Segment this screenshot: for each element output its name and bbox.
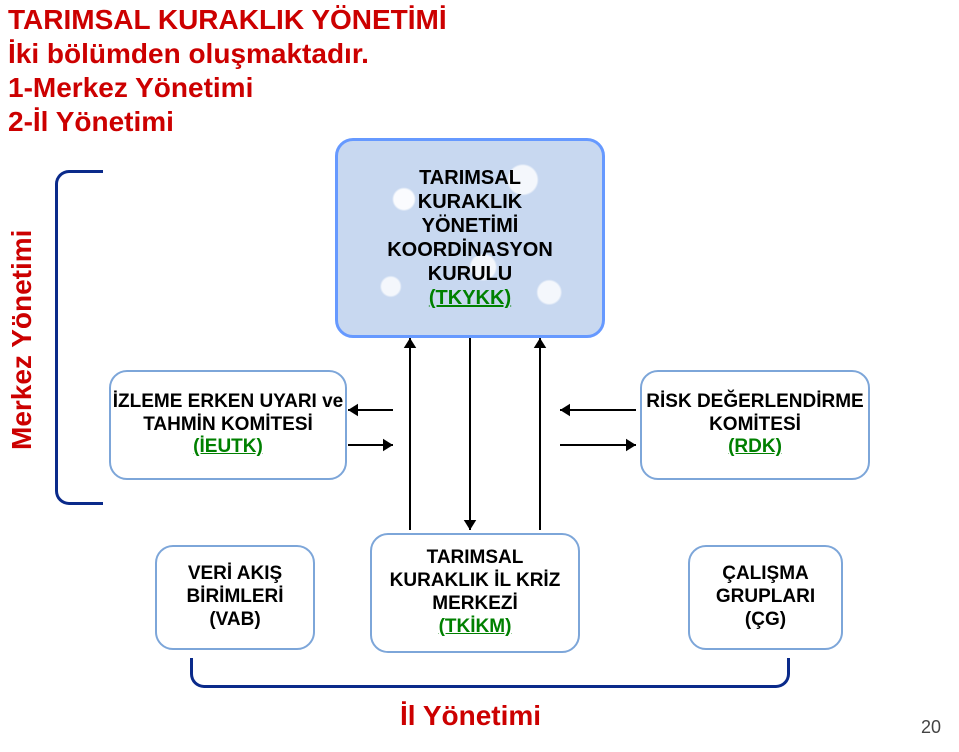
- box-line: İZLEME ERKEN UYARI ve: [113, 391, 344, 414]
- box-line: MERKEZİ: [432, 593, 518, 616]
- box-line: RİSK DEĞERLENDİRME: [646, 391, 863, 414]
- box-line: TARIMSAL: [419, 166, 521, 190]
- il-yonetimi-label: İl Yönetimi: [400, 700, 541, 732]
- box-accent-line: (RDK): [728, 436, 782, 459]
- page-number: 20: [921, 717, 941, 738]
- box-accent-line: (TKYKK): [429, 286, 511, 310]
- rdk-box: RİSK DEĞERLENDİRMEKOMİTESİ(RDK): [640, 370, 870, 480]
- bottom-bracket: [190, 658, 790, 688]
- box-line: TARIMSAL: [427, 547, 524, 570]
- box-line: KURAKLIK: [418, 190, 522, 214]
- box-line: KOORDİNASYON: [387, 238, 553, 262]
- page-title-line1: TARIMSAL KURAKLIK YÖNETİMİ: [8, 4, 447, 36]
- vab-box: VERİ AKIŞBİRİMLERİ(VAB): [155, 545, 315, 650]
- box-line: GRUPLARI: [716, 586, 815, 609]
- box-line: VERİ AKIŞ: [188, 563, 282, 586]
- box-line: (ÇG): [745, 609, 786, 632]
- box-accent-line: (TKİKM): [439, 616, 512, 639]
- box-line: KOMİTESİ: [709, 414, 801, 437]
- box-line: KURAKLIK İL KRİZ: [390, 570, 561, 593]
- page-title-line2: İki bölümden oluşmaktadır.: [8, 38, 369, 70]
- box-line: TAHMİN KOMİTESİ: [143, 414, 313, 437]
- box-line: KURULU: [428, 262, 512, 286]
- box-line: YÖNETİMİ: [422, 214, 519, 238]
- box-accent-line: (İEUTK): [193, 436, 263, 459]
- ieutk-box: İZLEME ERKEN UYARI veTAHMİN KOMİTESİ(İEU…: [109, 370, 347, 480]
- merkez-yonetimi-label: Merkez Yönetimi: [6, 185, 38, 495]
- box-line: (VAB): [209, 609, 260, 632]
- box-line: ÇALIŞMA: [722, 563, 809, 586]
- left-bracket: [55, 170, 103, 505]
- tkikm-box: TARIMSALKURAKLIK İL KRİZMERKEZİ(TKİKM): [370, 533, 580, 653]
- page-title-line3: 1-Merkez Yönetimi: [8, 72, 253, 104]
- tkykk-box: TARIMSALKURAKLIKYÖNETİMİKOORDİNASYONKURU…: [335, 138, 605, 338]
- page-title-line4: 2-İl Yönetimi: [8, 106, 174, 138]
- cg-box: ÇALIŞMAGRUPLARI(ÇG): [688, 545, 843, 650]
- box-line: BİRİMLERİ: [186, 586, 283, 609]
